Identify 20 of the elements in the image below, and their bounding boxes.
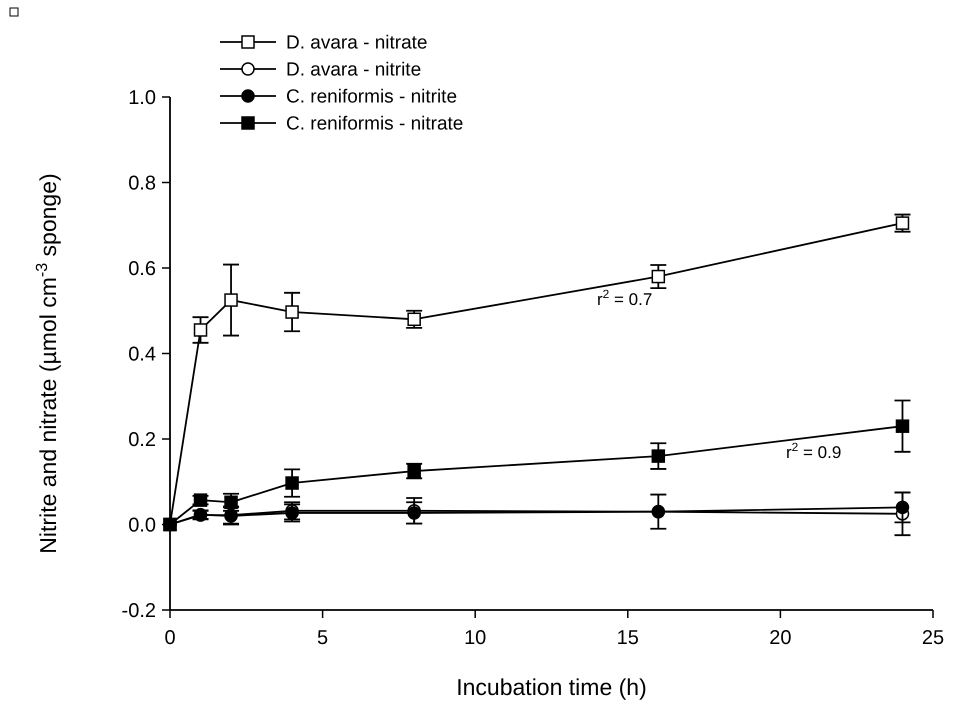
x-tick-label: 5 <box>317 627 328 649</box>
x-axis-title: Incubation time (h) <box>456 674 647 700</box>
legend-label: C. reniformis - nitrite <box>286 86 458 108</box>
annotation: r$^{2}$ = 0.9 <box>786 440 842 462</box>
x-tick-label: 20 <box>769 627 792 649</box>
legend-label: D. avara - nitrate <box>286 32 428 54</box>
legend-label: D. avara - nitrite <box>286 60 422 81</box>
x-tick-label: 10 <box>464 627 486 649</box>
y-tick-label: -0.2 <box>122 600 156 622</box>
x-tick-label: 25 <box>922 627 944 649</box>
y-tick-label: 0.4 <box>128 344 156 366</box>
annotation: r$^{2}$ = 0.7 <box>597 287 652 309</box>
x-tick-label: 0 <box>164 627 176 649</box>
y-tick-label: 0.0 <box>128 514 156 536</box>
y-tick-label: 0.6 <box>128 258 156 280</box>
x-tick-label: 15 <box>616 627 639 649</box>
y-tick-label: 0.8 <box>128 172 156 194</box>
y-tick-label: 1.0 <box>128 87 156 109</box>
legend-label: C. reniformis - nitrate <box>286 114 464 135</box>
y-tick-label: 0.2 <box>128 429 156 451</box>
